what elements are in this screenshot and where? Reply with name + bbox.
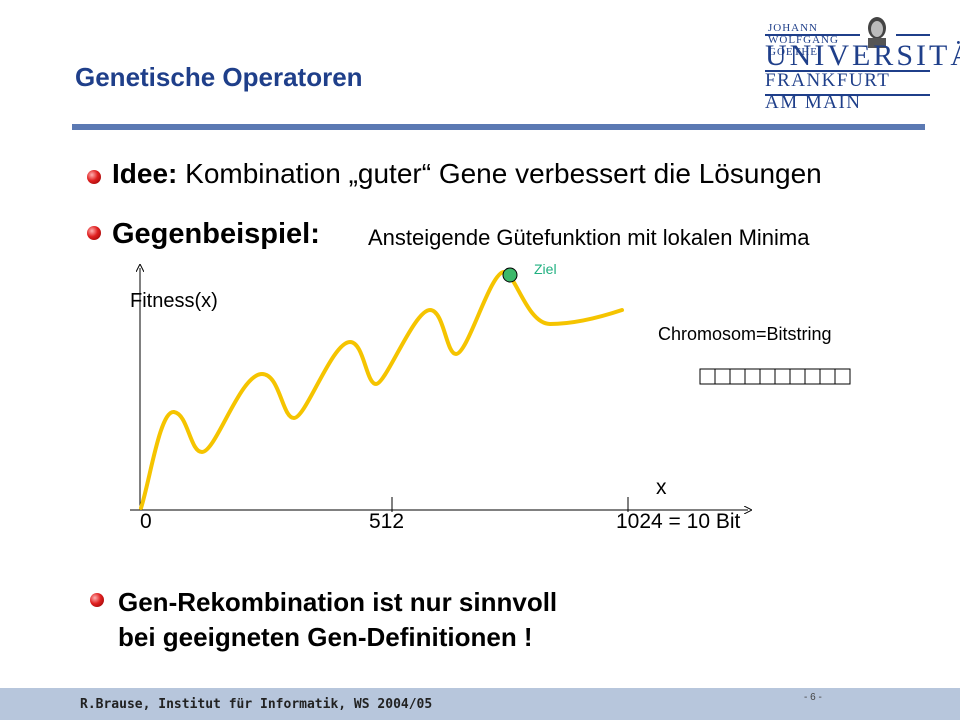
x-tick-label-0: 0 [140, 510, 152, 533]
x-tick-label-512: 512 [369, 510, 405, 533]
bit-cell [714, 368, 731, 385]
bit-cell [744, 368, 761, 385]
conclusion-line-2: bei geeigneten Gen-Definitionen ! [118, 622, 533, 652]
x-axis-label: x [656, 476, 667, 499]
bullet-idee: Idee: Kombination „guter“ Gene verbesser… [112, 158, 822, 190]
footer-author: R.Brause, Institut für Informatik, WS 20… [80, 697, 433, 712]
bit-cell [789, 368, 806, 385]
bitstring [699, 368, 851, 385]
logo-line-2: UNIVERSITÄT [765, 39, 960, 72]
logo-rule-bottom [765, 94, 930, 96]
x-tick-label-1024: 1024 = 10 Bit [616, 510, 741, 533]
conclusion-text: Gen-Rekombination ist nur sinnvoll bei g… [118, 585, 557, 655]
bullet-icon [87, 226, 101, 240]
logo-line-3: FRANKFURT AM MAIN [765, 70, 890, 113]
bullet-icon [90, 593, 104, 607]
logo-line-1: JOHANN WOLFGANG GOETHE [768, 22, 839, 58]
bullet-icon [87, 170, 101, 184]
bit-cell [759, 368, 776, 385]
page-title: Genetische Operatoren [75, 62, 363, 92]
idee-text: Kombination „guter“ Gene verbessert die … [185, 158, 822, 189]
idee-label: Idee: [112, 158, 178, 189]
logo-rule-top-left [765, 34, 860, 36]
bit-cell [774, 368, 791, 385]
bit-cell [819, 368, 836, 385]
bit-cell [699, 368, 716, 385]
logo-rule-top-right [896, 34, 930, 36]
goal-label: Ziel [534, 261, 557, 277]
goal-marker [502, 267, 518, 283]
gegenbeispiel-label: Gegenbeispiel: [112, 218, 320, 250]
logo-rule-middle [765, 70, 930, 72]
conclusion-line-1: Gen-Rekombination ist nur sinnvoll [118, 587, 558, 617]
y-axis-label: Fitness(x) [130, 290, 218, 312]
chromosome-label: Chromosom=Bitstring [658, 324, 832, 344]
bit-cell [804, 368, 821, 385]
title-divider [72, 124, 925, 130]
gegenbeispiel-text: Ansteigende Gütefunktion mit lokalen Min… [368, 225, 810, 250]
footer-bar [0, 688, 960, 720]
bit-cell [729, 368, 746, 385]
goethe-portrait-icon [868, 17, 886, 48]
bit-cell [834, 368, 851, 385]
slide-number: - 6 - [804, 692, 822, 703]
